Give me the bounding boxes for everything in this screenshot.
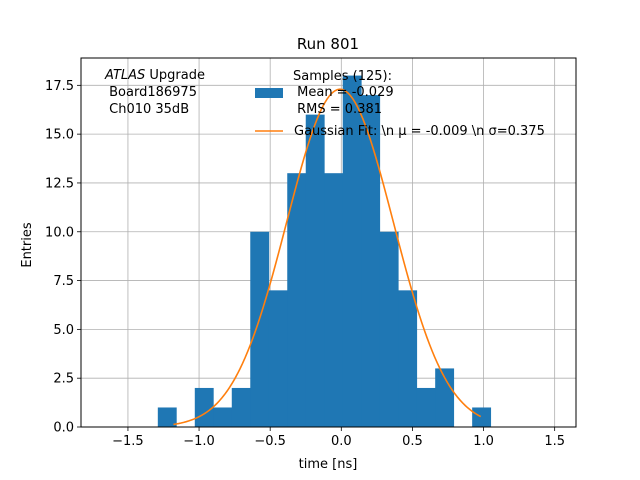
y-tick-label: 5.0 — [53, 323, 74, 338]
x-tick-label: 1.5 — [544, 434, 565, 449]
y-tick-label: 7.5 — [53, 274, 74, 289]
axis-ticks: −1.5 −1.0 −0.5 0.0 0.5 1.0 1.5 0.0 2.5 5.0 7.5 10.0… — [45, 79, 565, 449]
x-tick-label: 0.0 — [331, 434, 352, 449]
y-tick-label: 10.0 — [45, 225, 74, 240]
atlas-label: ATLAS — [104, 68, 145, 83]
channel-label: Ch010 35dB — [105, 102, 189, 117]
y-tick-label: 15.0 — [45, 128, 74, 143]
legend-samples-swatch — [255, 88, 283, 98]
x-tick-label: −0.5 — [254, 434, 286, 449]
atlas-annotation: ATLAS Upgrade Board186975 Ch010 35dB — [104, 68, 205, 117]
upgrade-label: Upgrade — [145, 68, 205, 83]
legend-fit-label: Gaussian Fit: \n μ = -0.009 \n σ=0.375 — [294, 124, 545, 139]
histogram-bar — [287, 173, 307, 427]
histogram-bar — [194, 387, 214, 427]
board-label: Board186975 — [105, 85, 197, 100]
histogram-bar — [379, 231, 399, 427]
legend-samples-line-2: Mean = -0.029 — [293, 85, 394, 100]
x-tick-label: 1.0 — [473, 434, 494, 449]
histogram-bar — [268, 290, 288, 427]
histogram-bar — [213, 407, 233, 427]
histogram-bar — [250, 231, 270, 427]
legend-samples-line-1: Samples (125): — [293, 69, 392, 84]
y-tick-label: 17.5 — [45, 79, 74, 94]
x-tick-label: −1.0 — [183, 434, 215, 449]
plot-frame — [80, 57, 577, 428]
histogram-bar — [342, 75, 362, 428]
y-tick-label: 12.5 — [45, 176, 74, 191]
histogram-bar — [472, 407, 492, 427]
x-axis-label: time [ns] — [299, 457, 358, 472]
gaussian-fit — [173, 88, 482, 426]
chart-title: Run 801 — [297, 35, 359, 53]
histogram-bar — [435, 368, 455, 427]
svg-text:ATLAS Upgrade: ATLAS Upgrade — [104, 68, 205, 83]
legend-samples-line-3: RMS = 0.381 — [293, 102, 382, 117]
histogram-bar — [231, 387, 251, 427]
histogram-bar — [324, 173, 344, 427]
histogram-bar — [305, 114, 325, 427]
y-tick-label: 0.0 — [53, 421, 74, 436]
histogram-bar — [398, 290, 418, 427]
x-tick-label: −1.5 — [112, 434, 144, 449]
legend: Samples (125): Mean = -0.029 RMS = 0.381… — [255, 69, 545, 139]
histogram-bar — [416, 387, 436, 427]
gaussian-fit-curve — [173, 88, 482, 426]
histogram-bars — [157, 75, 492, 428]
histogram-bar — [361, 95, 381, 427]
x-tick-label: 0.5 — [402, 434, 423, 449]
y-axis-label: Entries — [20, 222, 35, 268]
histogram-bar — [157, 407, 177, 427]
y-tick-label: 2.5 — [53, 372, 74, 387]
